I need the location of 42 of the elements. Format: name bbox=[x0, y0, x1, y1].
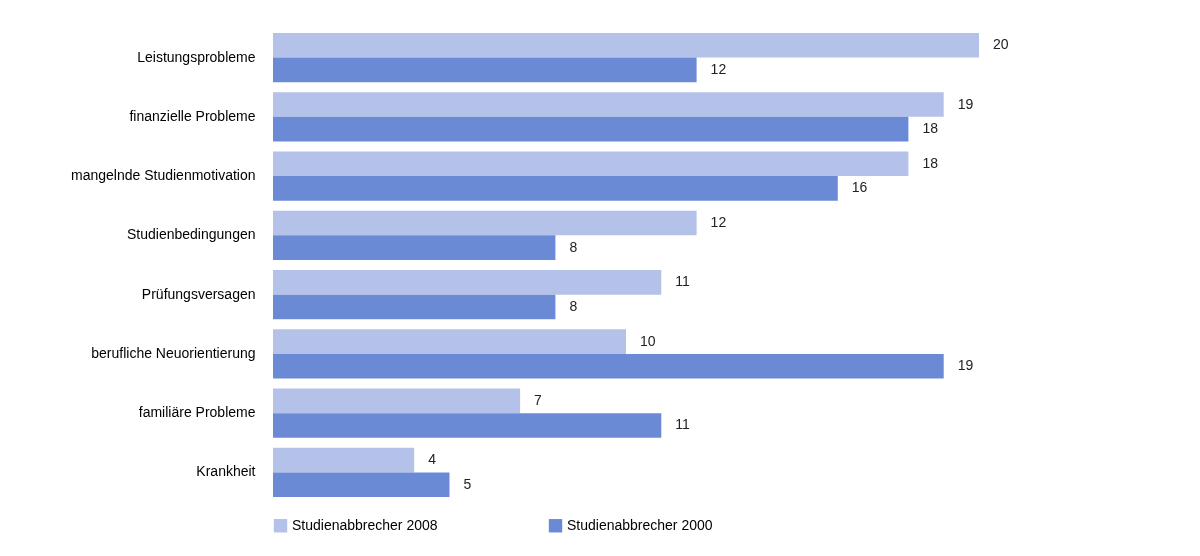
bar bbox=[273, 294, 556, 320]
y-tick-label: berufliche Neuorientierung bbox=[91, 344, 256, 361]
data-label: 5 bbox=[463, 475, 472, 492]
y-tick-label: Prüfungsversagen bbox=[141, 285, 256, 302]
bar bbox=[273, 270, 662, 295]
y-tick-label: familiäre Probleme bbox=[138, 404, 256, 421]
data-label: 19 bbox=[957, 95, 974, 112]
data-label: 18 bbox=[922, 154, 939, 171]
data-label: 12 bbox=[710, 60, 727, 77]
bar bbox=[273, 388, 521, 414]
data-label: 7 bbox=[534, 391, 543, 408]
y-tick-label: finanzielle Probleme bbox=[129, 107, 256, 124]
bar bbox=[273, 32, 979, 58]
data-label: 16 bbox=[851, 179, 868, 196]
bar bbox=[273, 447, 415, 473]
data-label: 8 bbox=[569, 297, 578, 314]
data-label: 10 bbox=[640, 332, 656, 349]
bar bbox=[273, 116, 909, 142]
bar bbox=[273, 413, 662, 438]
bar bbox=[273, 57, 697, 83]
bar bbox=[273, 176, 838, 201]
data-label: 4 bbox=[428, 451, 437, 468]
bar bbox=[273, 210, 697, 236]
data-label: 11 bbox=[675, 416, 691, 433]
legend-label: Studienabbrecher 2000 bbox=[567, 516, 713, 533]
bar bbox=[273, 92, 944, 117]
data-label: 11 bbox=[675, 273, 691, 290]
bar bbox=[273, 235, 556, 260]
data-label: 12 bbox=[710, 214, 727, 231]
legend-label: Studienabbrecher 2008 bbox=[292, 516, 438, 533]
data-label: 19 bbox=[957, 357, 974, 374]
bar bbox=[273, 151, 909, 177]
y-tick-label: Studienbedingungen bbox=[127, 226, 256, 243]
data-label: 18 bbox=[922, 120, 939, 137]
data-label: 8 bbox=[569, 238, 578, 255]
y-tick-label: Leistungsprobleme bbox=[137, 48, 256, 65]
bar bbox=[273, 353, 944, 379]
y-tick-label: Krankheit bbox=[196, 463, 256, 480]
data-label: 20 bbox=[993, 36, 1009, 53]
bar bbox=[273, 329, 626, 354]
y-tick-label: mangelnde Studienmotivation bbox=[71, 167, 256, 184]
bar bbox=[273, 472, 450, 498]
